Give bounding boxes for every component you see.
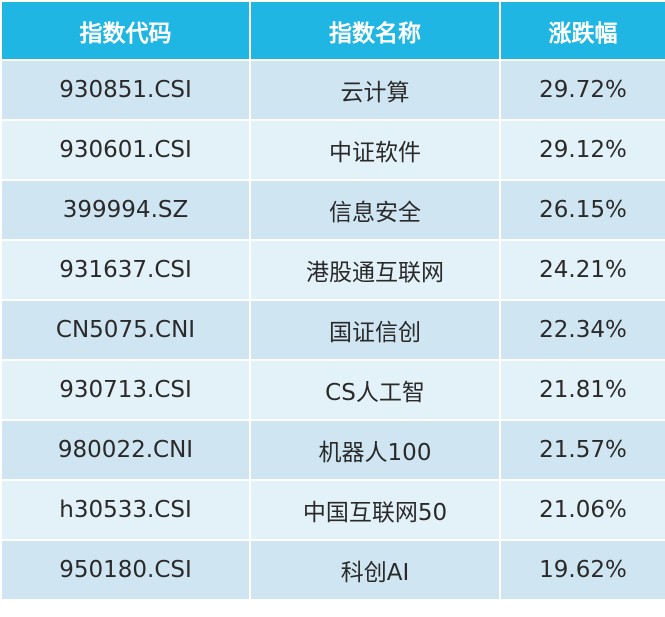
table-row: 930851.CSI 云计算 29.72% bbox=[0, 59, 665, 121]
table-row: h30533.CSI 中国互联网50 21.06% bbox=[0, 479, 665, 541]
table-cell: 930851.CSI bbox=[0, 59, 251, 121]
header-row: 指数代码 指数名称 涨跌幅 bbox=[0, 0, 665, 61]
header-cell: 指数代码 bbox=[0, 0, 251, 61]
table-cell: 信息安全 bbox=[249, 179, 501, 241]
index-table: 指数代码 指数名称 涨跌幅 930851.CSI 云计算 29.72% 930601.CS… bbox=[0, 0, 665, 601]
table-row: 980022.CNI 机器人100 21.57% bbox=[0, 419, 665, 481]
table-cell: 24.21% bbox=[499, 239, 665, 301]
table-cell: 21.06% bbox=[499, 479, 665, 541]
table-row: 931637.CSI 港股通互联网 24.21% bbox=[0, 239, 665, 301]
header-cell: 涨跌幅 bbox=[499, 0, 665, 61]
table-cell: 26.15% bbox=[499, 179, 665, 241]
header-cell: 指数名称 bbox=[249, 0, 501, 61]
table-cell: CS人工智 bbox=[249, 359, 501, 421]
table-cell: 930601.CSI bbox=[0, 119, 251, 181]
table-row: 950180.CSI 科创AI 19.62% bbox=[0, 539, 665, 601]
table-row: CN5075.CNI 国证信创 22.34% bbox=[0, 299, 665, 361]
table-cell: 港股通互联网 bbox=[249, 239, 501, 301]
table-cell: 科创AI bbox=[249, 539, 501, 601]
table-cell: 国证信创 bbox=[249, 299, 501, 361]
table-cell: 399994.SZ bbox=[0, 179, 251, 241]
table-cell: 中证软件 bbox=[249, 119, 501, 181]
table-cell: CN5075.CNI bbox=[0, 299, 251, 361]
table-cell: 云计算 bbox=[249, 59, 501, 121]
table-body: 930851.CSI 云计算 29.72% 930601.CSI 中证软件 29.12% 3… bbox=[0, 59, 665, 601]
table-row: 399994.SZ 信息安全 26.15% bbox=[0, 179, 665, 241]
table-cell: 22.34% bbox=[499, 299, 665, 361]
table-cell: 930713.CSI bbox=[0, 359, 251, 421]
table-cell: 中国互联网50 bbox=[249, 479, 501, 541]
table-cell: 21.57% bbox=[499, 419, 665, 481]
table-row: 930601.CSI 中证软件 29.12% bbox=[0, 119, 665, 181]
table-row: 930713.CSI CS人工智 21.81% bbox=[0, 359, 665, 421]
table-cell: 29.12% bbox=[499, 119, 665, 181]
table-cell: 950180.CSI bbox=[0, 539, 251, 601]
table-cell: 机器人100 bbox=[249, 419, 501, 481]
table-cell: 931637.CSI bbox=[0, 239, 251, 301]
table-cell: 19.62% bbox=[499, 539, 665, 601]
table-cell: 980022.CNI bbox=[0, 419, 251, 481]
table-cell: h30533.CSI bbox=[0, 479, 251, 541]
table-cell: 29.72% bbox=[499, 59, 665, 121]
table-cell: 21.81% bbox=[499, 359, 665, 421]
